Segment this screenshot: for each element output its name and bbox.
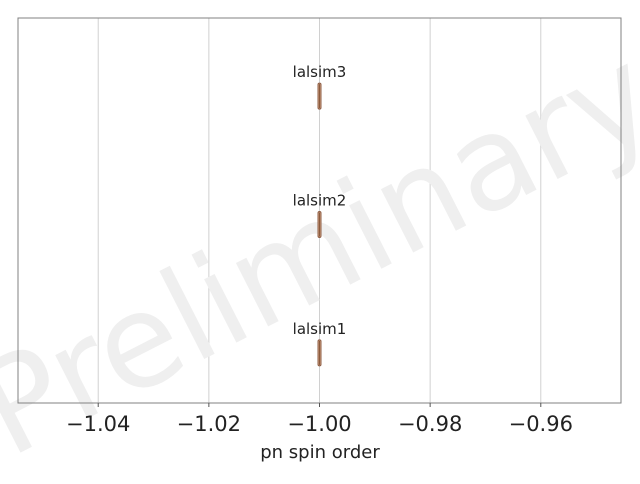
violins: lalsim3 lalsim2 lalsim1 [293, 63, 347, 367]
x-tick-label-1: −1.02 [177, 412, 241, 436]
x-tick-label-2: −1.00 [287, 412, 351, 436]
x-tick-label-3: −0.98 [398, 412, 462, 436]
x-tick-label-0: −1.04 [66, 412, 130, 436]
series-label-lalsim3: lalsim3 [293, 63, 347, 81]
x-axis-ticks: −1.04 −1.02 −1.00 −0.98 −0.96 [66, 403, 573, 436]
series-label-lalsim2: lalsim2 [293, 192, 347, 210]
x-axis-label: pn spin order [260, 442, 380, 463]
violin-lalsim2: lalsim2 [293, 192, 347, 238]
grid-lines [97, 18, 542, 403]
x-tick-label-4: −0.96 [509, 412, 573, 436]
violin-lalsim1: lalsim1 [293, 320, 347, 367]
violin-lalsim3: lalsim3 [293, 63, 347, 110]
series-label-lalsim1: lalsim1 [293, 320, 347, 338]
